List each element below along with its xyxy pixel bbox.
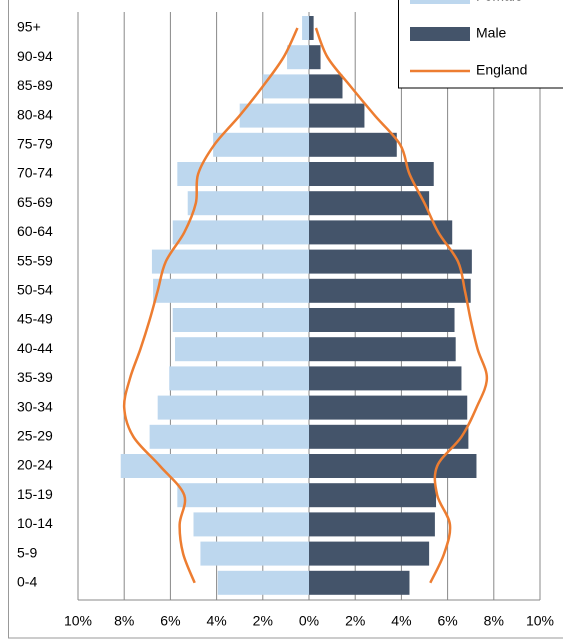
bar	[149, 424, 309, 449]
bar	[217, 570, 309, 595]
bar	[262, 74, 309, 99]
bar	[309, 424, 469, 449]
y-tick-label: 30-34	[17, 398, 53, 414]
y-tick-label: 75-79	[17, 136, 53, 152]
bar	[309, 308, 455, 332]
chart-frame	[8, 0, 563, 639]
bar	[309, 249, 472, 274]
bar	[309, 337, 456, 362]
bar	[309, 541, 430, 566]
x-tick-label: 10%	[64, 613, 92, 629]
bar	[309, 570, 410, 595]
bar	[309, 16, 314, 40]
bar	[213, 132, 309, 157]
y-tick-label: 80-84	[17, 106, 53, 122]
legend-label: Female	[476, 0, 523, 4]
y-tick-label: 45-49	[17, 311, 53, 327]
y-tick-label: 50-54	[17, 282, 53, 298]
bar	[309, 454, 477, 478]
y-tick-label: 10-14	[17, 515, 53, 531]
x-tick-label: 8%	[114, 613, 134, 629]
bar	[287, 45, 309, 70]
bar	[309, 132, 397, 157]
legend-label: England	[476, 62, 527, 78]
y-tick-label: 15-19	[17, 486, 53, 502]
bar	[309, 191, 430, 216]
x-tick-label: 2%	[345, 613, 365, 629]
x-tick-label: 8%	[484, 613, 504, 629]
bar	[120, 454, 309, 478]
england-line	[122, 27, 299, 584]
bar	[200, 541, 309, 566]
bar	[309, 162, 434, 186]
england-line	[314, 27, 489, 584]
bar	[172, 308, 309, 332]
bar	[151, 249, 309, 274]
bar	[172, 220, 309, 245]
y-tick-label: 55-59	[17, 252, 53, 268]
y-tick-label: 60-64	[17, 223, 53, 239]
plot-area: 10% 8% 6% 4% 2% 0% 2% 4% 6% 8% 10% 95+ 90-94 85-89 80-…	[17, 12, 554, 629]
x-tick-label: 4%	[206, 613, 226, 629]
bar	[309, 220, 453, 245]
bar	[239, 103, 309, 128]
y-tick-label: 0-4	[17, 574, 37, 590]
bar	[177, 483, 309, 508]
bar	[175, 337, 309, 362]
x-tick-label: 6%	[160, 613, 180, 629]
bar	[309, 483, 437, 508]
bar	[309, 395, 468, 420]
y-tick-label: 5-9	[17, 544, 37, 560]
bar	[309, 74, 343, 99]
y-tick-label: 20-24	[17, 457, 53, 473]
y-tick-label: 95+	[17, 19, 41, 35]
y-tick-label: 40-44	[17, 340, 53, 356]
y-tick-label: 65-69	[17, 194, 53, 210]
x-tick-label: 10%	[526, 613, 554, 629]
x-tick-label: 2%	[253, 613, 273, 629]
legend: Female Male England	[398, 0, 563, 89]
bar	[193, 512, 309, 537]
legend-box	[398, 0, 563, 89]
y-tick-label: 90-94	[17, 48, 53, 64]
legend-swatch	[410, 27, 470, 41]
legend-label: Male	[476, 25, 507, 41]
bar	[302, 16, 309, 40]
y-tick-label: 85-89	[17, 77, 53, 93]
y-tick-label: 25-29	[17, 428, 53, 444]
bar	[309, 103, 365, 128]
bar	[187, 191, 309, 216]
bar	[169, 366, 309, 391]
legend-swatch	[410, 0, 470, 4]
bar	[309, 512, 435, 537]
bar	[153, 278, 309, 303]
x-tick-label: 6%	[437, 613, 457, 629]
bar	[309, 45, 321, 70]
y-tick-label: 70-74	[17, 165, 53, 181]
x-tick-label: 4%	[391, 613, 411, 629]
bar	[157, 395, 309, 420]
y-tick-label: 35-39	[17, 369, 53, 385]
bar	[309, 366, 462, 391]
x-tick-label: 0%	[299, 613, 319, 629]
bar	[309, 278, 471, 303]
